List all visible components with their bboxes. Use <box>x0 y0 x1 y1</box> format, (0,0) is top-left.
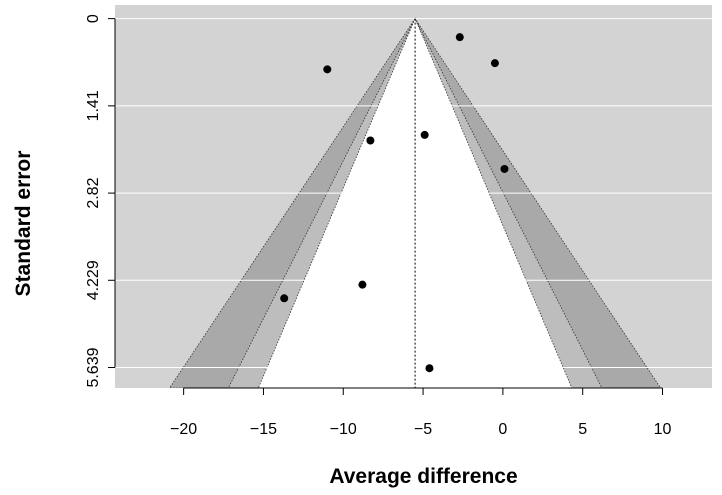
data-point <box>366 136 375 145</box>
x-axis-title: Average difference <box>329 465 517 488</box>
data-point <box>500 164 509 173</box>
data-point <box>323 65 332 74</box>
y-axis-title: Standard error <box>12 151 35 297</box>
x-tick-label: −10 <box>330 421 357 438</box>
data-point <box>280 294 289 303</box>
gridlines <box>115 18 712 369</box>
y-tick-label: 4.229 <box>85 260 102 300</box>
axes: −20 −15 −10 −5 0 5 10 0 1.41 2.82 4.229 5.639 <box>85 14 672 438</box>
data-points <box>280 33 509 373</box>
y-tick-label: 1.41 <box>85 90 102 121</box>
data-point <box>358 280 367 289</box>
data-point <box>420 130 429 139</box>
y-tick-label: 2.82 <box>85 177 102 208</box>
x-tick-label: 5 <box>578 421 587 438</box>
data-point <box>425 364 434 373</box>
data-point <box>490 59 499 68</box>
data-point <box>455 33 464 42</box>
x-tick-label: 0 <box>498 421 507 438</box>
y-tick-label: 0 <box>85 14 102 23</box>
x-tick-label: −15 <box>250 421 277 438</box>
x-tick-label: 10 <box>654 421 672 438</box>
y-tick-label: 5.639 <box>85 347 102 387</box>
x-tick-label: −5 <box>414 421 432 438</box>
x-tick-label: −20 <box>170 421 197 438</box>
